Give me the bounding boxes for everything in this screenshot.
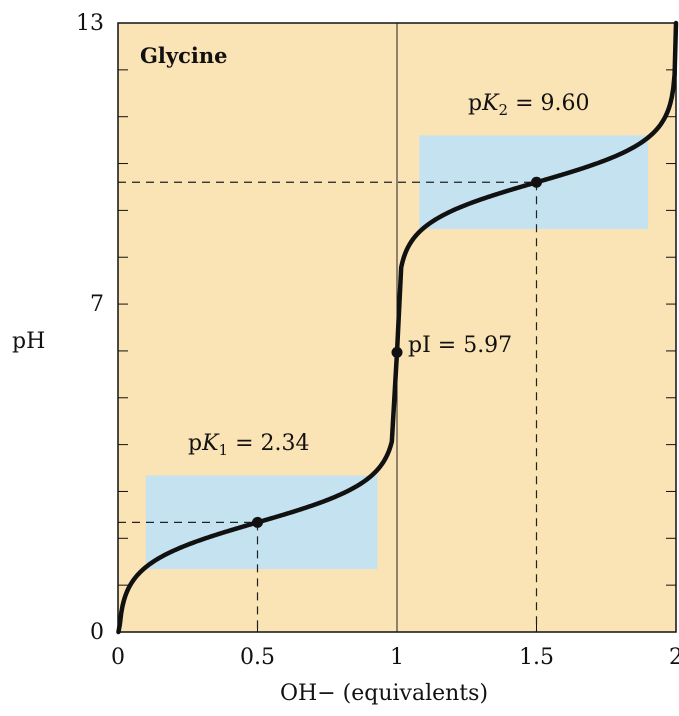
axis-ticks <box>118 69 676 632</box>
chart-title: Glycine <box>140 43 228 68</box>
x-tick-label: 1.5 <box>519 645 554 670</box>
data-point-1 <box>252 516 263 528</box>
plot-border <box>117 22 677 633</box>
titration-curve <box>116 20 679 635</box>
x-axis-title: OH− (equivalents) <box>280 681 488 706</box>
y-tick-label: 0 <box>90 620 104 645</box>
y-axis-title: pH <box>12 329 45 354</box>
y-tick-label: 13 <box>76 11 104 36</box>
data-point-3 <box>531 176 542 188</box>
pk1-label: pK1 = 2.34 <box>188 431 309 459</box>
x-tick-label: 1 <box>390 645 404 670</box>
x-tick-label: 2 <box>669 645 679 670</box>
y-tick-label: 7 <box>90 292 104 317</box>
x-tick-label: 0.5 <box>240 645 275 670</box>
tick-labels: 0 0.5 1 1.5 2 0 7 13 <box>76 11 679 670</box>
x-tick-label: 0 <box>111 645 125 670</box>
data-point-2 <box>391 346 403 358</box>
pi-label: pI = 5.97 <box>408 333 512 358</box>
data-points <box>252 176 542 528</box>
pk2-label: pK2 = 9.60 <box>468 91 589 119</box>
